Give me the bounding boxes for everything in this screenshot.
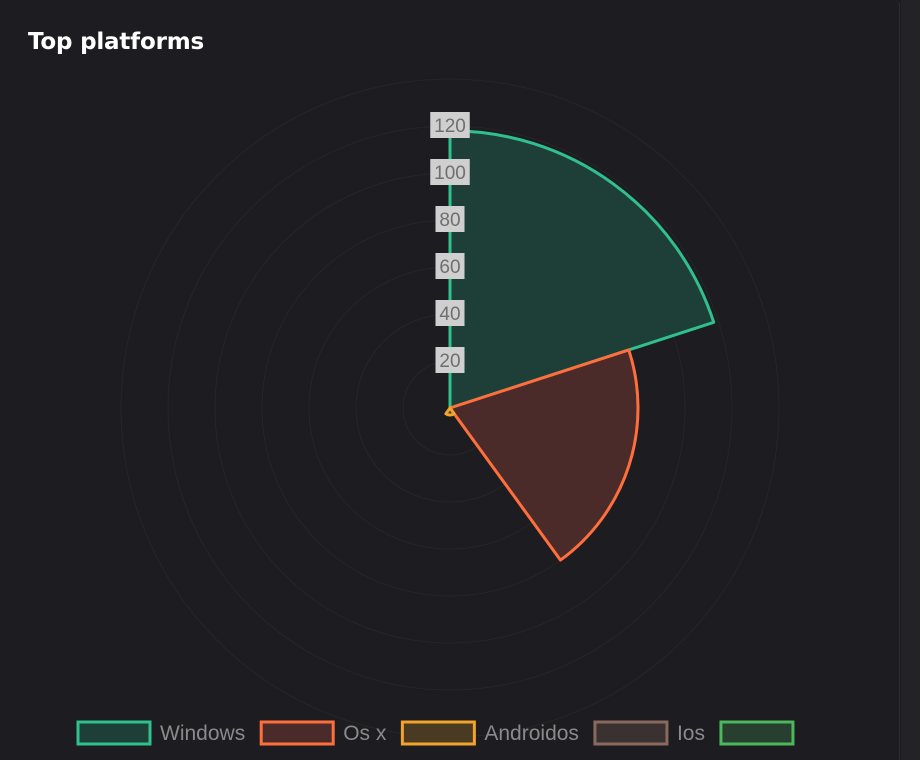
legend-swatch-3[interactable] [400,720,476,746]
tick-box-20 [435,347,465,373]
polar-area-chart: 20 40 60 80 100 120 Windows Os x Androidos Ios [76,112,795,746]
tick-box-80 [435,206,465,232]
page-edge [901,0,920,760]
legend-swatch-2[interactable] [259,720,335,746]
tick-box-120 [430,112,470,138]
legend-swatch-1[interactable] [76,720,152,746]
tick-label-80: 80 [439,210,460,231]
radial-ticks: 20 40 60 80 100 120 [430,112,470,373]
tick-label-20: 20 [439,351,460,372]
legend: Windows Os x Androidos Ios [76,720,795,746]
legend-label-androidos[interactable]: Androidos [484,722,579,745]
tick-label-120: 120 [434,116,466,137]
segments [444,129,716,562]
segment-androidos[interactable] [444,406,456,417]
legend-swatch-4[interactable] [593,720,669,746]
legend-label-windows[interactable]: Windows [160,722,245,745]
tick-box-60 [435,253,465,279]
legend-swatch-5[interactable] [719,720,795,746]
tick-box-40 [435,300,465,326]
tick-label-100: 100 [434,163,466,184]
tick-label-60: 60 [439,257,460,278]
card-title: Top platforms [28,29,204,55]
legend-label-os-x[interactable]: Os x [343,722,387,745]
legend-label-ios[interactable]: Ios [677,722,705,745]
tick-label-40: 40 [439,304,460,325]
tick-box-100 [430,159,470,185]
segment-os-x[interactable] [448,348,640,562]
segment-windows[interactable] [448,129,716,410]
